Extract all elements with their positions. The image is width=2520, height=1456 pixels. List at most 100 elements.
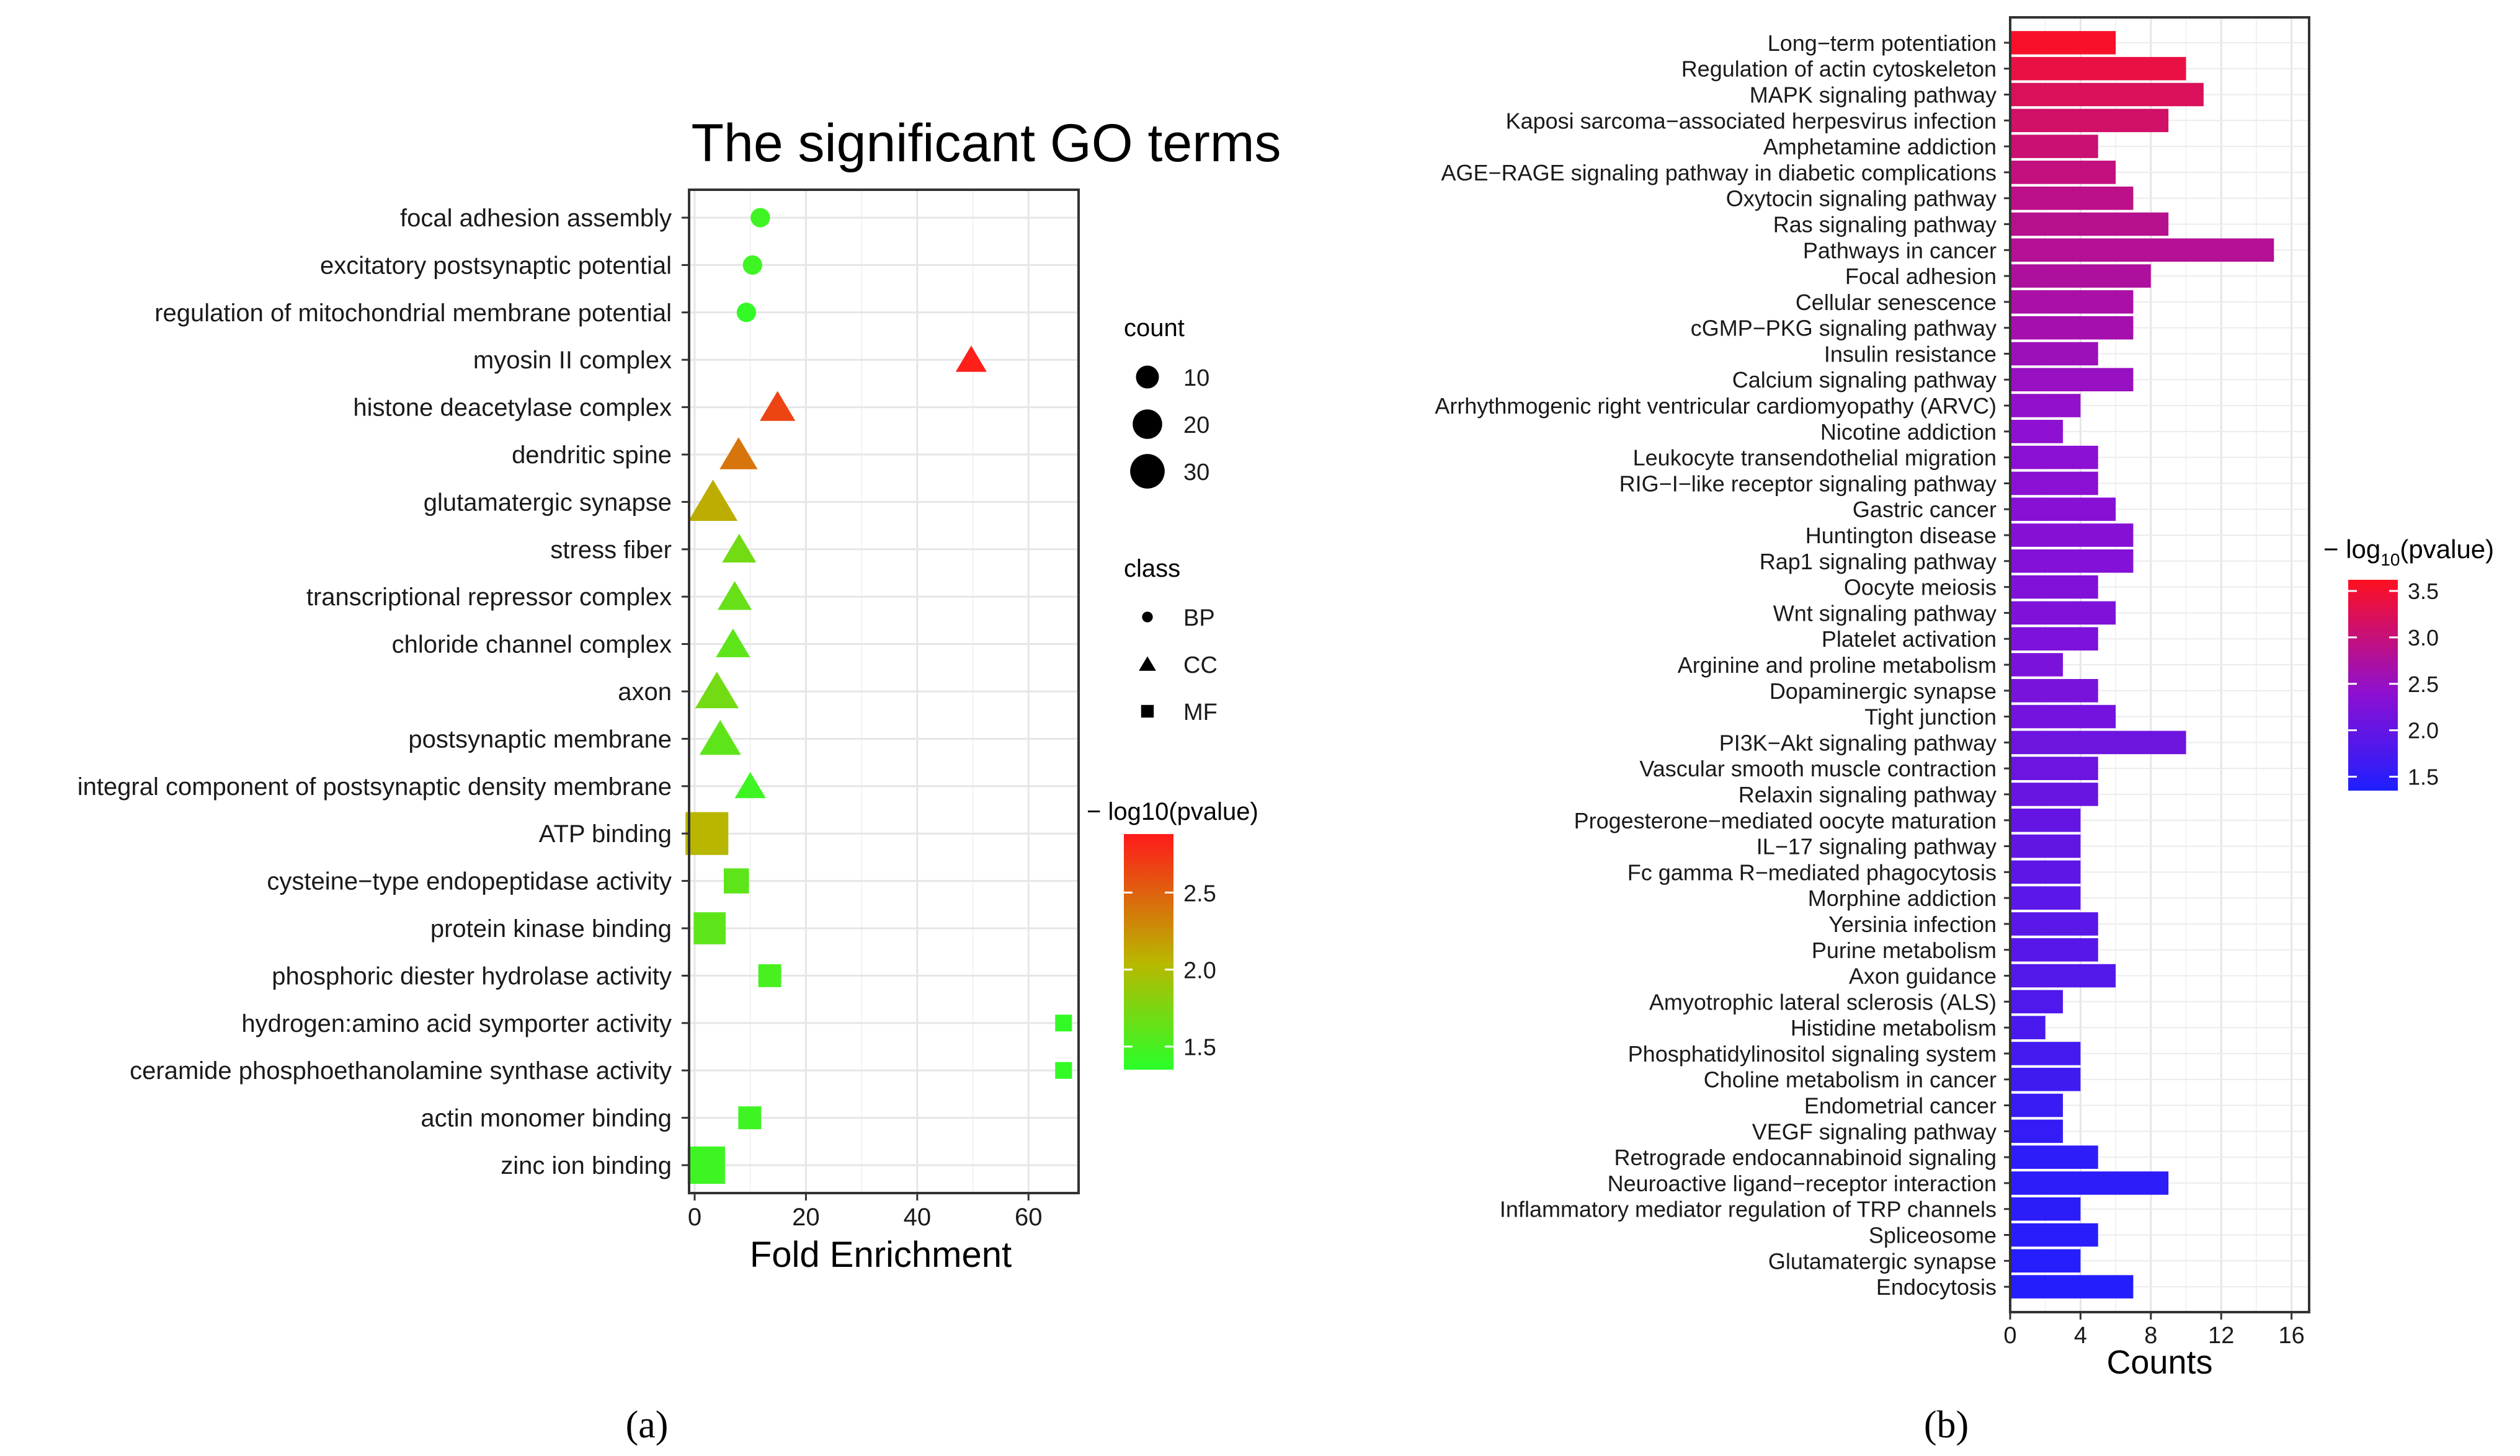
a-point-cc bbox=[718, 581, 752, 610]
b-y-tick-label: Morphine addiction bbox=[1808, 886, 1997, 911]
b-y-tick-label: Arginine and proline metabolism bbox=[1678, 652, 1997, 678]
b-bar bbox=[2010, 964, 2116, 988]
a-point-mf bbox=[738, 1106, 762, 1130]
panel-a-color-legend: − log10(pvalue) 1.5 2.0 2.5 bbox=[1087, 798, 1258, 1070]
a-point-cc bbox=[695, 672, 739, 709]
b-bar bbox=[2010, 575, 2098, 599]
b-bar bbox=[2010, 264, 2151, 288]
b-y-tick-label: Histidine metabolism bbox=[1791, 1015, 1997, 1041]
b-y-tick-label: Retrograde endocannabinoid signaling bbox=[1614, 1145, 1997, 1170]
b-bar bbox=[2010, 497, 2116, 522]
b-y-tick-label: Fc gamma R−mediated phagocytosis bbox=[1627, 859, 1997, 885]
b-bar bbox=[2010, 1171, 2169, 1195]
b-bar bbox=[2010, 1223, 2098, 1247]
class-legend-title: class bbox=[1124, 555, 1180, 582]
b-y-tick-label: Wnt signaling pathway bbox=[1773, 600, 1997, 626]
b-x-tick-label: 8 bbox=[2144, 1323, 2157, 1349]
a-colorbar-label: 1.5 bbox=[1183, 1035, 1216, 1061]
b-bar bbox=[2010, 653, 2064, 677]
b-y-tick-label: Spliceosome bbox=[1869, 1223, 1997, 1248]
a-point-cc bbox=[955, 345, 987, 372]
a-y-tick-label: dendritic spine bbox=[512, 442, 672, 469]
a-y-tick-label: integral component of postsynaptic densi… bbox=[78, 773, 672, 801]
b-colorbar-label: 3.0 bbox=[2408, 625, 2439, 650]
panel-a-colorbar bbox=[1124, 834, 1173, 1070]
a-point-cc bbox=[722, 533, 757, 563]
b-bar bbox=[2010, 290, 2134, 314]
a-y-tick-label: cysteine−type endopeptidase activity bbox=[267, 868, 672, 895]
b-y-tick-label: Purine metabolism bbox=[1812, 938, 1997, 963]
panel-b-bars bbox=[2010, 31, 2274, 1298]
a-x-tick-label: 20 bbox=[792, 1204, 820, 1231]
panel-b-color-legend: − log10(pvalue) 3.5 3.0 2.5 2.0 1.5 bbox=[2323, 535, 2494, 791]
b-y-tick-label: Kaposi sarcoma−associated herpesvirus in… bbox=[1506, 108, 1997, 133]
b-y-tick-label: Dopaminergic synapse bbox=[1770, 678, 1997, 704]
b-y-tick-label: Neuroactive ligand−receptor interaction bbox=[1608, 1171, 1997, 1196]
b-bar bbox=[2010, 1249, 2081, 1273]
a-y-tick-label: stress fiber bbox=[550, 536, 672, 564]
a-y-tick-label: glutamatergic synapse bbox=[424, 489, 672, 516]
b-y-tick-label: Huntington disease bbox=[1805, 523, 1997, 548]
a-y-tick-label: phosphoric diester hydrolase activity bbox=[272, 962, 672, 990]
b-y-tick-label: Rap1 signaling pathway bbox=[1760, 549, 1997, 574]
panel-a-title: The significant GO terms bbox=[691, 113, 1281, 173]
b-colorbar-label: 3.5 bbox=[2408, 579, 2439, 604]
b-y-tick-label: RIG−I−like receptor signaling pathway bbox=[1619, 471, 1997, 496]
a-x-tick-label: 40 bbox=[904, 1204, 932, 1231]
a-point-mf bbox=[687, 1146, 725, 1184]
b-y-tick-label: Vascular smooth muscle contraction bbox=[1639, 756, 1997, 781]
panel-a-points bbox=[685, 208, 1072, 1184]
a-y-tick-label: axon bbox=[618, 678, 672, 706]
b-y-tick-label: Endocytosis bbox=[1876, 1274, 1997, 1300]
b-y-tick-label: MAPK signaling pathway bbox=[1750, 82, 1997, 107]
b-bar bbox=[2010, 1119, 2064, 1143]
class-legend-symbol-cc bbox=[1139, 656, 1156, 671]
a-y-tick-label: ATP binding bbox=[539, 820, 672, 848]
a-y-tick-label: excitatory postsynaptic potential bbox=[320, 252, 672, 279]
class-legend-symbol-mf bbox=[1141, 704, 1154, 718]
panel-b-color-legend-title: − log10(pvalue) bbox=[2323, 535, 2494, 569]
b-bar bbox=[2010, 730, 2186, 755]
panel-a-label: (a) bbox=[626, 1404, 669, 1446]
b-bar bbox=[2010, 420, 2064, 443]
panel-b-x-axis-ticks: 0 4 8 12 16 bbox=[2003, 1312, 2305, 1349]
b-x-tick-label: 12 bbox=[2208, 1323, 2234, 1349]
b-y-tick-label: Pathways in cancer bbox=[1803, 237, 1997, 263]
a-y-tick-label: myosin II complex bbox=[473, 347, 672, 374]
b-bar bbox=[2010, 368, 2134, 392]
b-y-tick-label: Oxytocin signaling pathway bbox=[1726, 186, 1997, 211]
a-point-mf bbox=[685, 812, 729, 855]
a-point-cc bbox=[688, 479, 738, 521]
a-y-tick-label: hydrogen:amino acid symporter activity bbox=[241, 1010, 672, 1037]
a-y-tick-label: actin monomer binding bbox=[421, 1105, 672, 1132]
b-y-tick-label: IL−17 signaling pathway bbox=[1756, 834, 1997, 859]
b-y-tick-label: Gastric cancer bbox=[1853, 497, 1997, 522]
a-point-mf bbox=[1055, 1062, 1072, 1079]
class-legend-label: CC bbox=[1183, 652, 1218, 678]
size-legend-title: count bbox=[1124, 314, 1185, 342]
a-x-tick-label: 0 bbox=[688, 1204, 701, 1231]
a-x-tick-label: 60 bbox=[1015, 1204, 1043, 1231]
b-bar bbox=[2010, 1197, 2081, 1221]
b-bar bbox=[2010, 601, 2116, 625]
panel-b-x-axis-title: Counts bbox=[2106, 1344, 2212, 1381]
b-bar bbox=[2010, 1275, 2134, 1298]
b-bar bbox=[2010, 186, 2134, 210]
panel-a-go-dot-plot: The significant GO terms focal adhesion … bbox=[78, 113, 1281, 1446]
a-y-tick-label: chloride channel complex bbox=[392, 631, 672, 659]
b-y-tick-label: Long−term potentiation bbox=[1768, 30, 1997, 56]
panel-a-grid bbox=[689, 190, 1079, 1193]
a-point-bp bbox=[742, 255, 762, 275]
b-y-tick-label: cGMP−PKG signaling pathway bbox=[1691, 316, 1997, 341]
b-y-tick-label: Axon guidance bbox=[1849, 964, 1997, 989]
b-bar bbox=[2010, 783, 2098, 806]
b-bar bbox=[2010, 161, 2116, 184]
size-legend-label: 20 bbox=[1183, 412, 1209, 438]
b-bar bbox=[2010, 808, 2081, 832]
a-point-cc bbox=[734, 771, 766, 799]
b-bar bbox=[2010, 316, 2134, 340]
class-legend-label: BP bbox=[1183, 605, 1215, 631]
a-y-tick-label: transcriptional repressor complex bbox=[306, 584, 672, 611]
b-bar bbox=[2010, 860, 2081, 884]
